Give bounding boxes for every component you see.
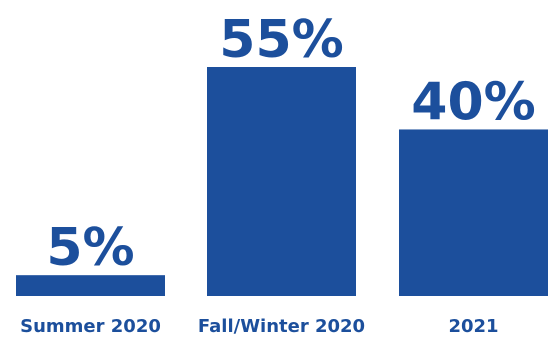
bar-2 [207, 67, 356, 296]
category-label-1: Summer 2020 [20, 316, 161, 337]
category-labels-group: Summer 2020 Fall/Winter 2020 2021 [20, 316, 498, 337]
value-label-3: 40% [411, 72, 535, 132]
value-label-2: 55% [219, 10, 343, 70]
value-label-1: 5% [46, 218, 134, 278]
category-label-2: Fall/Winter 2020 [198, 316, 365, 337]
bars-group [16, 67, 548, 296]
bar-3 [399, 129, 548, 296]
category-label-3: 2021 [448, 316, 498, 337]
value-labels-group: 5% 55% 40% [46, 10, 535, 278]
bar-1 [16, 275, 165, 296]
